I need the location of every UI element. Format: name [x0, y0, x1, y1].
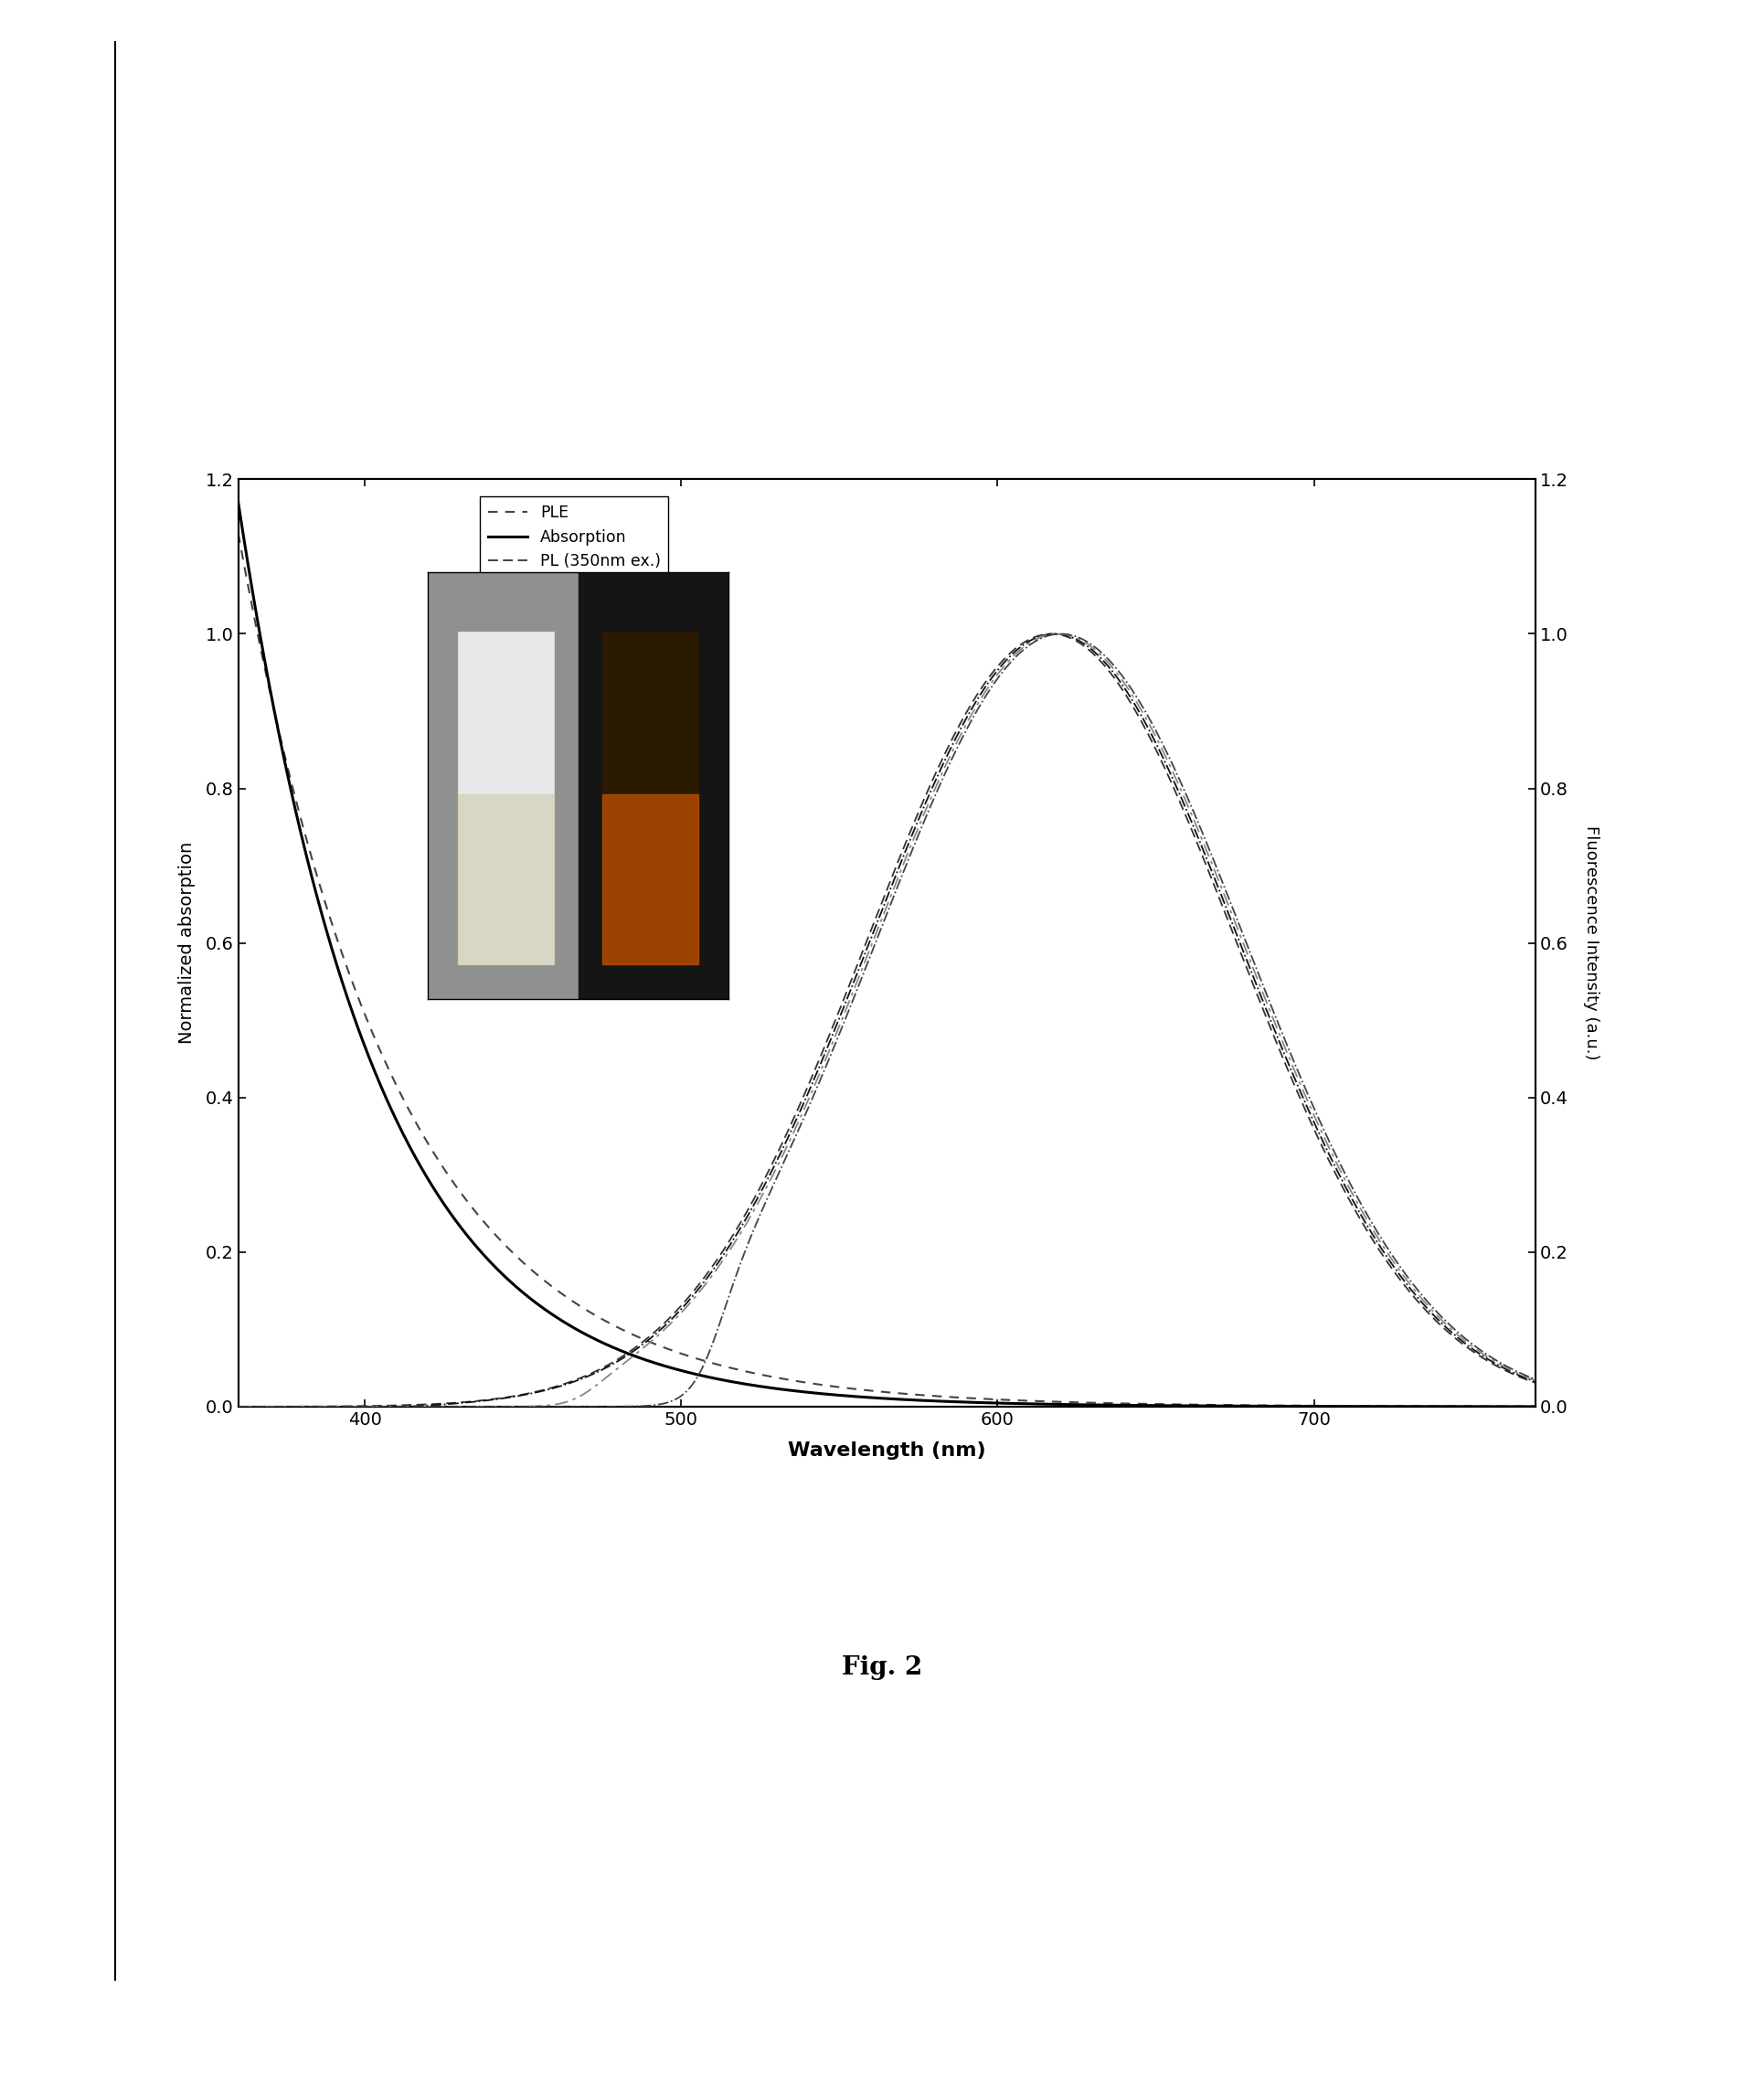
- Legend: PLE, Absorption, PL (350nm ex.), PL (400nm ex.), PL (450nm ex.), PL (490nm ex.): PLE, Absorption, PL (350nm ex.), PL (400…: [480, 496, 669, 650]
- Bar: [602, 631, 699, 965]
- X-axis label: Wavelength (nm): Wavelength (nm): [787, 1442, 986, 1459]
- Y-axis label: Fluorescence Intensity (a.u.): Fluorescence Intensity (a.u.): [1582, 825, 1600, 1061]
- Bar: [457, 794, 554, 965]
- Bar: [457, 631, 554, 965]
- Bar: [602, 794, 699, 965]
- Text: Fig. 2: Fig. 2: [841, 1655, 923, 1680]
- Bar: [579, 571, 729, 998]
- Y-axis label: Normalized absorption: Normalized absorption: [178, 842, 196, 1044]
- Bar: [427, 571, 579, 998]
